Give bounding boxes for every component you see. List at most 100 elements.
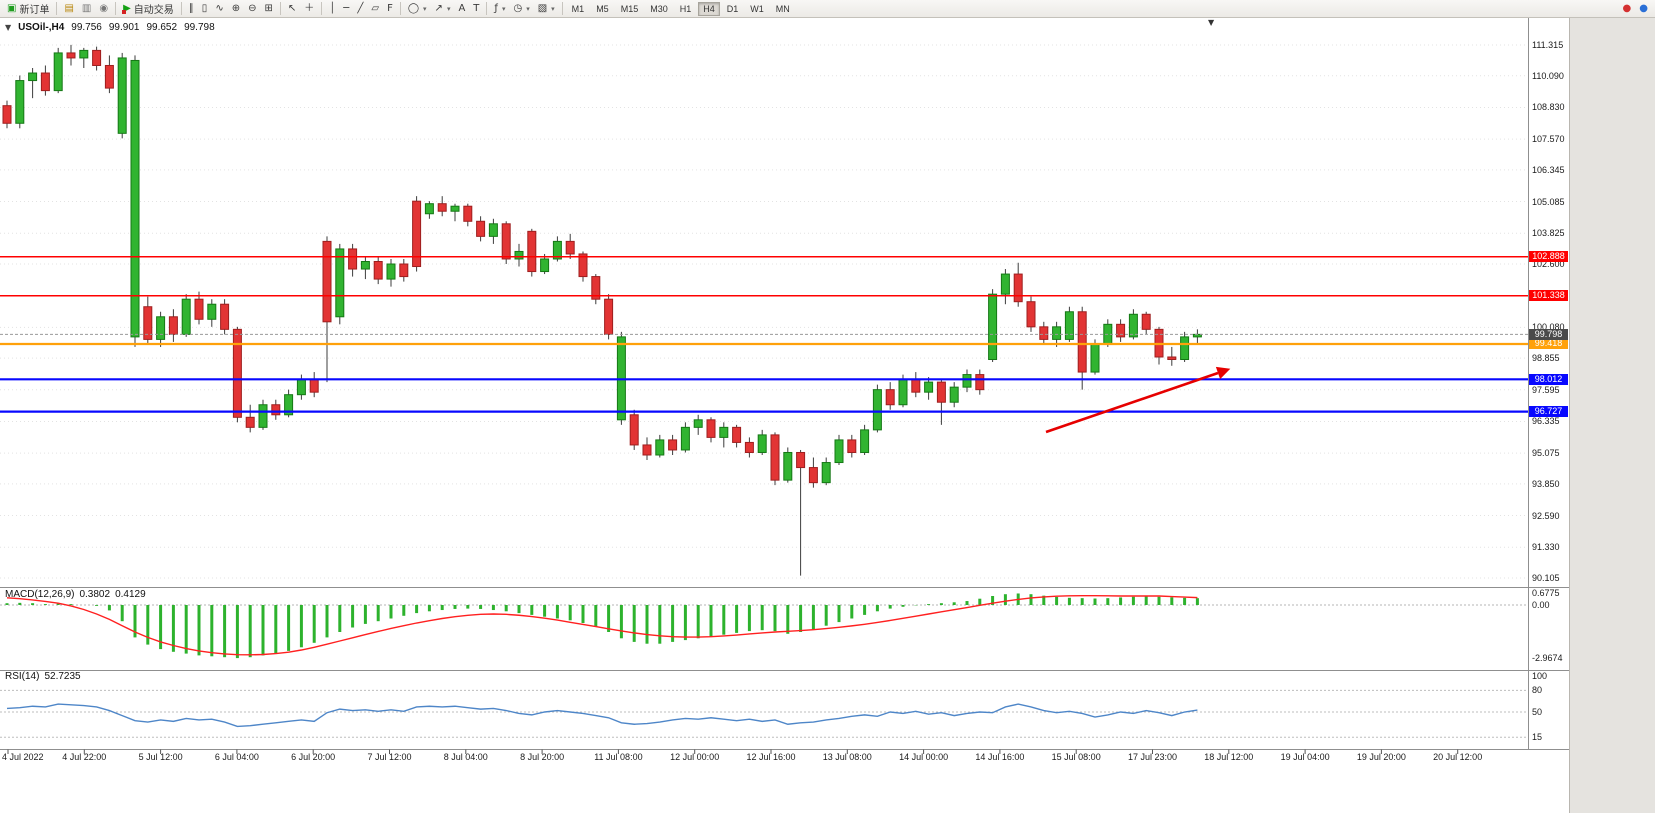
arrows-icon: ↗ [434, 2, 443, 14]
time-axis-label: 13 Jul 08:00 [822, 752, 872, 762]
trendline-button[interactable]: ╱ [353, 1, 367, 16]
equidistant-channel-button[interactable]: ▱ [367, 1, 383, 16]
horizontal-line-button[interactable]: ─ [339, 1, 353, 16]
profiles-icon: ▥ [81, 2, 92, 14]
price-axis-label: 95.075 [1532, 448, 1560, 459]
line-chart-button[interactable]: ∿ [211, 1, 227, 16]
zoom-in-icon: ⊕ [231, 2, 241, 14]
ohlc-low: 99.652 [146, 22, 178, 33]
trend-arrow-head [1215, 366, 1231, 380]
text-label-button[interactable]: T [469, 1, 483, 16]
text-button[interactable]: A [454, 1, 469, 16]
vertical-line-icon: │ [329, 2, 336, 14]
time-axis-label: 11 Jul 08:00 [594, 752, 643, 762]
signals-icon: ◉ [99, 2, 109, 14]
fibonacci-icon: F [387, 2, 393, 14]
profiles-button[interactable]: ▥ [78, 1, 95, 16]
ohlc-open: 99.756 [71, 22, 102, 33]
time-axis-label: 20 Jul 12:00 [1433, 752, 1483, 762]
fibonacci-button[interactable]: F [383, 1, 397, 16]
time-axis-label: 14 Jul 00:00 [899, 752, 949, 762]
text-label-icon: T [473, 2, 480, 14]
arrows-button[interactable]: ↗ ▾ [431, 1, 455, 16]
bar-chart-icon: ∥ [188, 2, 194, 14]
timeframe-m30[interactable]: M30 [650, 3, 668, 14]
price-axis-label: 98.855 [1532, 353, 1560, 364]
dropdown-caret-icon: ▾ [446, 4, 451, 13]
price-tag: 101.338 [1529, 290, 1568, 302]
indicators-button[interactable]: ƒ ▾ [490, 1, 509, 16]
autotrading-icon: ▶ [123, 2, 131, 14]
timeframe-h1[interactable]: H1 [679, 3, 692, 14]
tile-windows-button[interactable]: ⊞ [260, 1, 276, 16]
shapes-button[interactable]: ◯ ▾ [404, 1, 431, 16]
notification-icon: ● [1622, 2, 1632, 14]
candlestick-chart-button[interactable]: ▯ [198, 1, 212, 16]
rsi-value: 52.7235 [44, 671, 81, 682]
periods-button[interactable]: ◷ ▾ [509, 1, 533, 16]
zoom-in-button[interactable]: ⊕ [228, 1, 244, 16]
macd-value-main: 0.3802 [79, 589, 111, 600]
price-tag: 98.012 [1529, 373, 1568, 385]
equidistant-channel-icon: ▱ [371, 2, 380, 14]
time-axis-label: 4 Jul 22:00 [62, 752, 107, 762]
timeframe-m5[interactable]: M5 [596, 3, 609, 14]
new-order-button[interactable]: ▣ 新订单 [3, 1, 53, 16]
zoom-out-icon: ⊖ [248, 2, 257, 14]
vertical-line-button[interactable]: │ [325, 1, 339, 16]
trend-arrow[interactable] [1045, 371, 1219, 434]
trendline-icon: ╱ [357, 2, 364, 14]
bid-price-tag: 99.798 [1529, 328, 1568, 340]
rsi-label: RSI(14) 52.7235 [5, 671, 81, 682]
notification-button[interactable]: ● [1619, 1, 1636, 16]
timeframe-mn[interactable]: MN [775, 3, 790, 14]
crosshair-button[interactable]: ＋ [300, 1, 318, 16]
time-axis-label: 18 Jul 12:00 [1204, 752, 1254, 762]
templates-button[interactable]: ▧ ▾ [534, 1, 559, 16]
zoom-out-button[interactable]: ⊖ [244, 1, 260, 16]
dropdown-caret-icon: ▾ [526, 4, 530, 13]
price-axis-label: 103.825 [1532, 228, 1565, 239]
one-click-trading-toggle[interactable]: ▼ [5, 23, 12, 32]
tile-windows-icon: ⊞ [264, 2, 273, 14]
time-axis-label: 6 Jul 20:00 [291, 752, 336, 762]
time-axis-label: 7 Jul 12:00 [367, 752, 412, 762]
main-chart[interactable] [0, 0, 1569, 813]
time-axis-label: 12 Jul 00:00 [670, 752, 720, 762]
autotrading-icon-badge [122, 10, 127, 14]
macd-axis-label: 0.00 [1532, 600, 1550, 610]
cursor-icon: ↖ [287, 2, 297, 14]
candles [2, 44, 1202, 576]
community-button[interactable]: ● [1635, 1, 1652, 16]
macd-axis-label: -2.9674 [1532, 653, 1563, 664]
chart-shift-marker[interactable]: ▼ [1208, 18, 1215, 27]
price-axis-label: 100.080 [1532, 322, 1565, 333]
price-axis-label: 96.335 [1532, 416, 1560, 427]
timeframe-d1[interactable]: D1 [726, 3, 739, 14]
toolbar-separator [180, 2, 182, 15]
price-axis-label: 102.600 [1532, 259, 1565, 269]
ohlc-high: 99.901 [108, 22, 140, 33]
toolbar-separator [321, 2, 323, 15]
new-order-button-label: 新订单 [19, 5, 50, 16]
price-axis-label: 97.595 [1532, 384, 1560, 395]
macd-signal-line [6, 594, 1198, 656]
time-axis-label: 12 Jul 16:00 [746, 752, 796, 762]
cursor-button[interactable]: ↖ [284, 1, 300, 16]
timeframe-h4[interactable]: H4 [698, 1, 720, 16]
toolbar-separator [115, 2, 117, 15]
time-axis-label: 4 Jul 2022 [2, 752, 44, 762]
macd-title: MACD(12,26,9) [5, 589, 75, 600]
new-chart-button[interactable]: ▤ [60, 1, 77, 16]
price-axis-label: 111.315 [1532, 40, 1564, 50]
timeframe-m15[interactable]: M15 [620, 3, 639, 14]
signals-button[interactable]: ◉ [95, 1, 112, 16]
timeframe-w1[interactable]: W1 [750, 3, 764, 14]
timeframe-m1[interactable]: M1 [571, 3, 585, 14]
rsi-axis-label: 80 [1532, 685, 1543, 696]
rsi-title: RSI(14) [5, 671, 40, 682]
price-tag: 96.727 [1529, 406, 1568, 418]
bar-chart-button[interactable]: ∥ [185, 1, 198, 16]
autotrading-button-label: 自动交易 [133, 5, 174, 16]
autotrading-button[interactable]: ▶ 自动交易 [119, 1, 178, 16]
